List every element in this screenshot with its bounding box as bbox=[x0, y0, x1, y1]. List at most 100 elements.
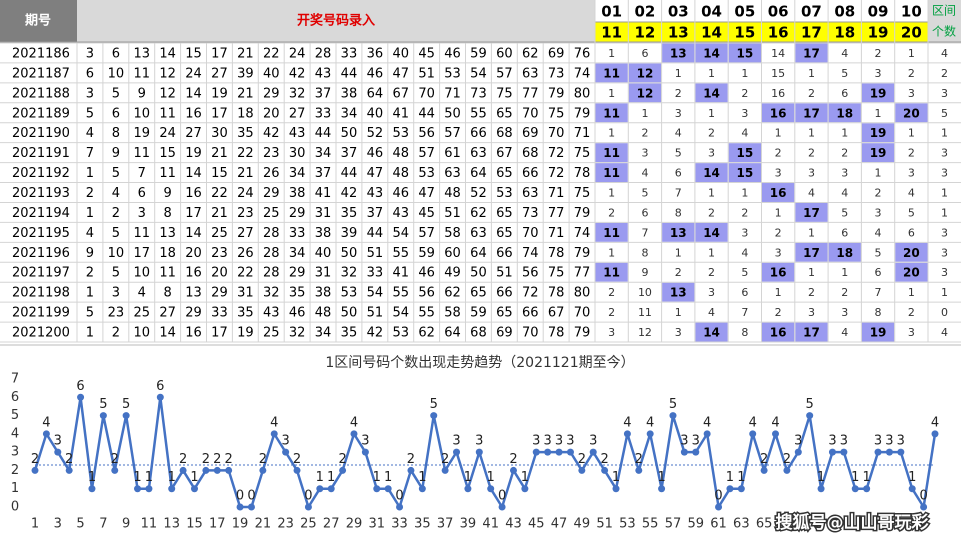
period: 2021197 bbox=[12, 266, 70, 281]
value-label: 3 bbox=[566, 434, 574, 449]
watermark: 搜狐号@山山哥玩彩 bbox=[776, 512, 929, 533]
number: 78 bbox=[548, 326, 565, 341]
zone-value: 4 bbox=[741, 246, 748, 259]
number: 6 bbox=[112, 46, 120, 61]
zone-value: 1 bbox=[808, 67, 815, 80]
value-label: 1 bbox=[817, 470, 825, 485]
number: 71 bbox=[548, 226, 565, 241]
number: 65 bbox=[496, 106, 513, 121]
number: 57 bbox=[418, 146, 435, 161]
number: 14 bbox=[159, 46, 176, 61]
y-tick-label: 6 bbox=[11, 390, 19, 405]
x-tick-label: 13 bbox=[163, 517, 180, 532]
zone-value: 2 bbox=[608, 206, 615, 219]
number: 75 bbox=[548, 266, 565, 281]
x-tick-label: 41 bbox=[482, 517, 499, 532]
x-tick-label: 1 bbox=[31, 517, 39, 532]
zone-value: 2 bbox=[675, 87, 682, 100]
count-header: 个数 bbox=[932, 24, 956, 39]
point bbox=[863, 485, 871, 493]
number: 72 bbox=[548, 166, 565, 181]
zone-header: 06 bbox=[768, 3, 789, 21]
point bbox=[498, 503, 506, 511]
hit-cell bbox=[795, 43, 828, 63]
y-tick-label: 1 bbox=[11, 481, 19, 496]
number: 37 bbox=[341, 146, 358, 161]
number: 19 bbox=[211, 86, 228, 101]
number: 71 bbox=[444, 86, 461, 101]
number: 17 bbox=[185, 206, 202, 221]
hit-cell bbox=[895, 242, 928, 262]
hit-cell bbox=[595, 163, 628, 183]
zone-value: 5 bbox=[641, 187, 648, 200]
zone-header: 07 bbox=[801, 3, 822, 21]
point bbox=[453, 448, 461, 456]
zone-value: 2 bbox=[608, 306, 615, 319]
zone-value: 1 bbox=[675, 67, 682, 80]
count: 2 bbox=[941, 67, 948, 80]
number: 29 bbox=[289, 266, 306, 281]
value-label: 1 bbox=[521, 470, 529, 485]
hit-cell bbox=[695, 163, 728, 183]
hit-cell bbox=[795, 322, 828, 342]
zone-value: 18 bbox=[836, 106, 853, 120]
number: 54 bbox=[392, 306, 409, 321]
number: 66 bbox=[496, 246, 513, 261]
number: 34 bbox=[315, 326, 332, 341]
number: 9 bbox=[112, 146, 120, 161]
number: 63 bbox=[522, 66, 539, 81]
value-label: 2 bbox=[760, 452, 768, 467]
value-label: 1 bbox=[612, 470, 620, 485]
number: 61 bbox=[444, 146, 461, 161]
number: 9 bbox=[138, 86, 146, 101]
zone-value: 6 bbox=[675, 167, 682, 180]
number: 18 bbox=[159, 246, 176, 261]
count: 3 bbox=[941, 226, 948, 239]
number: 18 bbox=[237, 106, 254, 121]
zone-header: 10 bbox=[901, 3, 922, 21]
point bbox=[646, 430, 654, 438]
hit-cell bbox=[762, 262, 795, 282]
point bbox=[270, 430, 278, 438]
zone-value: 14 bbox=[703, 226, 720, 240]
number: 47 bbox=[392, 66, 409, 81]
zone-value: 1 bbox=[675, 246, 682, 259]
value-label: 1 bbox=[133, 470, 141, 485]
number: 41 bbox=[315, 186, 332, 201]
draw-header: 开奖号码录入 bbox=[297, 13, 375, 29]
number: 29 bbox=[289, 206, 306, 221]
zone-value: 16 bbox=[770, 266, 787, 280]
period: 2021186 bbox=[12, 46, 70, 61]
number: 5 bbox=[112, 86, 120, 101]
number: 22 bbox=[263, 46, 280, 61]
zone-value: 8 bbox=[875, 306, 882, 319]
zone-value: 1 bbox=[808, 127, 815, 140]
count: 1 bbox=[941, 206, 948, 219]
number: 35 bbox=[237, 306, 254, 321]
value-label: 4 bbox=[646, 415, 654, 430]
number: 50 bbox=[444, 106, 461, 121]
zone-value: 1 bbox=[708, 67, 715, 80]
number: 66 bbox=[470, 126, 487, 141]
x-tick-label: 53 bbox=[619, 517, 636, 532]
period: 2021188 bbox=[12, 86, 70, 101]
zone-value: 5 bbox=[841, 67, 848, 80]
point bbox=[623, 430, 631, 438]
point bbox=[920, 503, 928, 511]
zone-value: 11 bbox=[638, 306, 652, 319]
number: 66 bbox=[522, 166, 539, 181]
value-label: 3 bbox=[589, 434, 597, 449]
number: 37 bbox=[315, 86, 332, 101]
number: 24 bbox=[185, 66, 202, 81]
point bbox=[589, 448, 597, 456]
zone-header: 11 bbox=[601, 24, 622, 42]
point bbox=[407, 466, 415, 474]
hit-cell bbox=[795, 202, 828, 222]
zone-value: 6 bbox=[841, 87, 848, 100]
zone-value: 2 bbox=[841, 286, 848, 299]
number: 14 bbox=[159, 326, 176, 341]
point bbox=[840, 448, 848, 456]
number: 71 bbox=[574, 126, 591, 141]
value-label: 1 bbox=[726, 470, 734, 485]
